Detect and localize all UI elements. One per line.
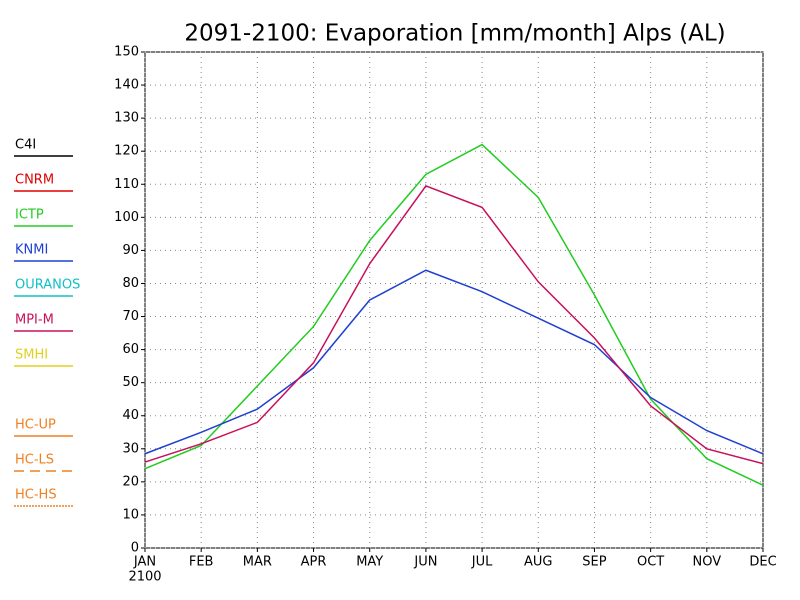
y-tick-label: 0: [131, 541, 139, 556]
legend-label: OURANOS: [15, 278, 80, 293]
legend-label: CNRM: [15, 173, 54, 188]
y-tick-label: 20: [122, 474, 139, 489]
x-tick-label: FEB: [189, 555, 214, 570]
x-tick-label: JUN: [413, 555, 437, 570]
x-tick-label: NOV: [693, 555, 722, 570]
legend-label: HC-LS: [15, 453, 54, 468]
y-tick-label: 130: [114, 111, 139, 126]
x-tick-label: SEP: [582, 555, 606, 570]
y-tick-label: 120: [114, 144, 139, 159]
x-tick-label: JAN: [133, 555, 156, 570]
x-tick-label: MAY: [356, 555, 383, 570]
legend-label: ICTP: [15, 208, 44, 223]
y-tick-label: 10: [122, 507, 139, 522]
y-tick-label: 140: [114, 78, 139, 93]
y-tick-label: 70: [122, 309, 139, 324]
x-tick-label: DEC: [749, 555, 776, 570]
x-tick-label: AUG: [524, 555, 552, 570]
x-tick-label: APR: [301, 555, 327, 570]
y-tick-label: 40: [122, 408, 139, 423]
x-tick-label: JUL: [471, 555, 493, 570]
y-tick-label: 80: [122, 276, 139, 291]
legend-label: MPI-M: [15, 313, 54, 328]
y-tick-label: 110: [114, 177, 139, 192]
y-tick-label: 100: [114, 210, 139, 225]
chart-title: 2091-2100: Evaporation [mm/month] Alps (…: [184, 21, 725, 47]
legend-label: KNMI: [15, 243, 48, 258]
y-tick-label: 150: [114, 45, 139, 60]
legend-label: HC-HS: [15, 488, 57, 503]
x-axis-label: 2100: [128, 570, 161, 585]
x-tick-label: MAR: [243, 555, 272, 570]
series-line: [144, 143, 764, 486]
legend-label: SMHI: [15, 348, 48, 363]
y-tick-label: 30: [122, 441, 139, 456]
series-line: [144, 269, 764, 455]
y-tick-label: 60: [122, 342, 139, 357]
legend-label: HC-UP: [15, 418, 56, 433]
x-tick-label: OCT: [637, 555, 664, 570]
y-tick-label: 50: [122, 375, 139, 390]
y-tick-label: 90: [122, 243, 139, 258]
legend-label: C4I: [15, 138, 36, 153]
plot-frame: [144, 51, 764, 549]
series-line: [144, 185, 764, 465]
